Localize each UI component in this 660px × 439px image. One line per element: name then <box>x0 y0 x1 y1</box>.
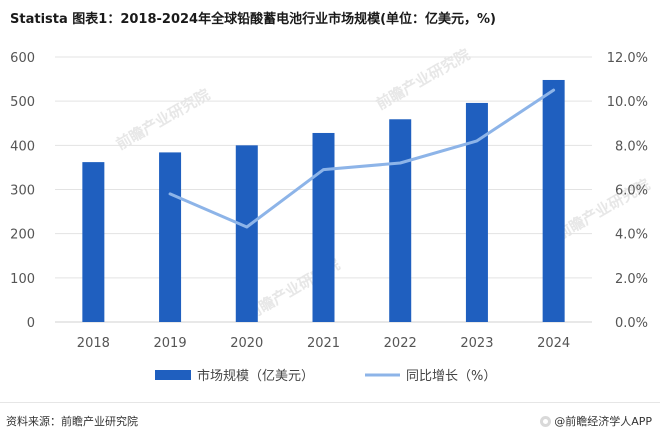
y2-tick-label: 12.0% <box>607 51 648 66</box>
legend-label-line: 同比增长（%） <box>406 369 496 384</box>
x-tick-label: 2022 <box>384 336 417 351</box>
y-tick-label: 500 <box>10 95 35 110</box>
y2-tick-label: 2.0% <box>615 272 648 287</box>
brand-text: @前瞻经济学人APP <box>554 415 652 428</box>
chart-title: Statista 图表1：2018-2024年全球铅酸蓄电池行业市场规模(单位：… <box>10 12 496 27</box>
logo-icon <box>540 415 552 427</box>
bar <box>542 79 565 322</box>
x-axis: 2018 2019 2020 2021 2022 2023 2024 <box>77 336 570 351</box>
footer: 资料来源：前瞻产业研究院 @前瞻经济学人APP <box>0 402 660 439</box>
y2-tick-label: 6.0% <box>615 184 648 199</box>
x-tick-label: 2024 <box>537 336 570 351</box>
brand-label: @前瞻经济学人APP <box>540 413 652 429</box>
bar <box>389 119 412 323</box>
y-tick-label: 400 <box>10 139 35 154</box>
bar-series <box>82 79 565 323</box>
legend: 市场规模（亿美元） 同比增长（%） <box>155 368 496 384</box>
x-tick-label: 2018 <box>77 336 110 351</box>
y2-tick-label: 4.0% <box>615 228 648 243</box>
bar <box>465 102 488 322</box>
y-tick-label: 600 <box>10 51 35 66</box>
x-tick-label: 2020 <box>230 336 263 351</box>
bar <box>82 162 105 322</box>
bar <box>312 132 335 322</box>
y-tick-label: 0 <box>27 316 35 331</box>
line-series <box>168 88 556 229</box>
y-axis-left: 0 100 200 300 400 500 600 <box>10 51 35 331</box>
y-axis-right: 0.0% 2.0% 4.0% 6.0% 8.0% 10.0% 12.0% <box>607 51 648 331</box>
y2-tick-label: 8.0% <box>615 139 648 154</box>
growth-line <box>168 88 556 229</box>
y-tick-label: 300 <box>10 184 35 199</box>
legend-swatch-bar <box>155 370 191 380</box>
bar <box>159 152 182 322</box>
watermark-text: 前瞻产业研究院 <box>373 45 473 113</box>
x-tick-label: 2023 <box>460 336 493 351</box>
y2-tick-label: 0.0% <box>615 316 648 331</box>
x-tick-label: 2019 <box>154 336 187 351</box>
source-text: 资料来源：前瞻产业研究院 <box>6 415 138 428</box>
legend-label-bar: 市场规模（亿美元） <box>197 368 314 384</box>
bar <box>235 145 258 322</box>
y-tick-label: 100 <box>10 272 35 287</box>
watermark-text: 前瞻产业研究院 <box>113 85 213 153</box>
y-tick-label: 200 <box>10 228 35 243</box>
x-tick-label: 2021 <box>307 336 340 351</box>
y2-tick-label: 10.0% <box>607 95 648 110</box>
